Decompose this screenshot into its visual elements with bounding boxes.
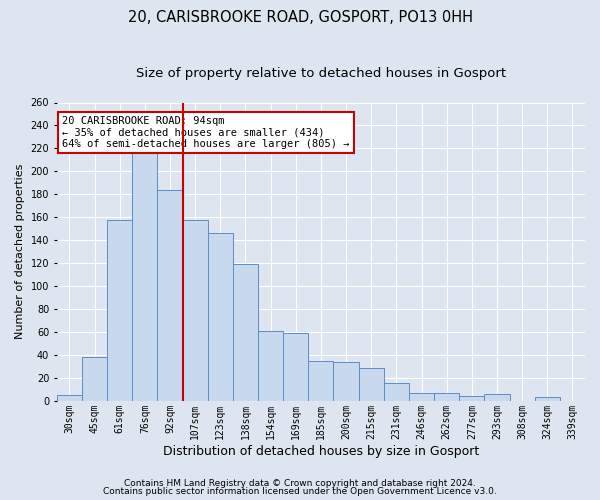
Text: 20, CARISBROOKE ROAD, GOSPORT, PO13 0HH: 20, CARISBROOKE ROAD, GOSPORT, PO13 0HH bbox=[128, 10, 473, 25]
Text: Contains HM Land Registry data © Crown copyright and database right 2024.: Contains HM Land Registry data © Crown c… bbox=[124, 478, 476, 488]
Bar bbox=[82, 358, 107, 401]
Bar bbox=[459, 396, 484, 401]
Bar bbox=[484, 394, 509, 401]
Bar bbox=[359, 368, 384, 401]
Bar bbox=[107, 220, 132, 401]
Text: 20 CARISBROOKE ROAD: 94sqm
← 35% of detached houses are smaller (434)
64% of sem: 20 CARISBROOKE ROAD: 94sqm ← 35% of deta… bbox=[62, 116, 350, 149]
Y-axis label: Number of detached properties: Number of detached properties bbox=[15, 164, 25, 340]
Bar bbox=[308, 360, 334, 401]
X-axis label: Distribution of detached houses by size in Gosport: Distribution of detached houses by size … bbox=[163, 444, 479, 458]
Bar bbox=[182, 220, 208, 401]
Bar bbox=[283, 333, 308, 401]
Bar bbox=[409, 393, 434, 401]
Bar bbox=[233, 264, 258, 401]
Title: Size of property relative to detached houses in Gosport: Size of property relative to detached ho… bbox=[136, 68, 506, 80]
Text: Contains public sector information licensed under the Open Government Licence v3: Contains public sector information licen… bbox=[103, 487, 497, 496]
Bar bbox=[258, 331, 283, 401]
Bar bbox=[57, 395, 82, 401]
Bar bbox=[434, 393, 459, 401]
Bar bbox=[208, 234, 233, 401]
Bar bbox=[384, 382, 409, 401]
Bar bbox=[157, 190, 182, 401]
Bar bbox=[132, 150, 157, 401]
Bar bbox=[334, 362, 359, 401]
Bar bbox=[535, 398, 560, 401]
